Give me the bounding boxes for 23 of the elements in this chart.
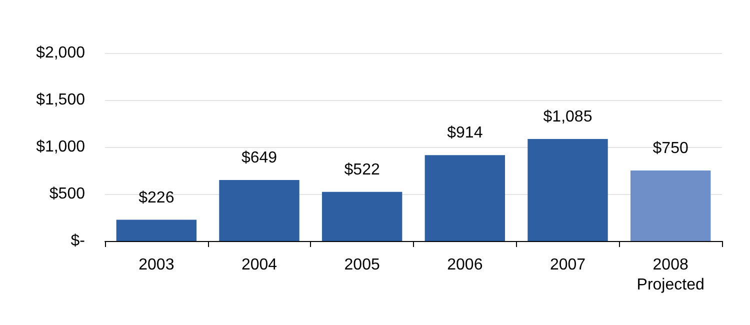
data-label: $1,085 (543, 108, 592, 126)
x-tick-label: 2007 (550, 256, 586, 274)
y-tick-label: $500 (49, 186, 86, 202)
bar (322, 192, 402, 241)
bar (424, 155, 506, 241)
bar (630, 170, 711, 241)
bar (219, 180, 300, 241)
y-tick-label: $- (70, 232, 85, 250)
y-tick-label: $1,500 (36, 92, 86, 108)
x-tick-label: 2006 (447, 256, 483, 274)
y-tick-label: $2,000 (36, 44, 86, 62)
bar (116, 220, 197, 241)
data-label: $522 (344, 161, 380, 178)
x-tick-label: 2008 Projected (636, 256, 704, 294)
x-tick-label: 2004 (241, 256, 278, 274)
x-tick-label: 2005 (344, 256, 380, 274)
data-label: $750 (652, 140, 688, 157)
x-tick-label: 2003 (138, 256, 174, 274)
data-label: $649 (241, 149, 278, 166)
data-label: $914 (447, 124, 483, 142)
y-tick-label: $1,000 (36, 138, 86, 156)
data-label: $226 (138, 189, 174, 206)
bar (528, 139, 608, 241)
